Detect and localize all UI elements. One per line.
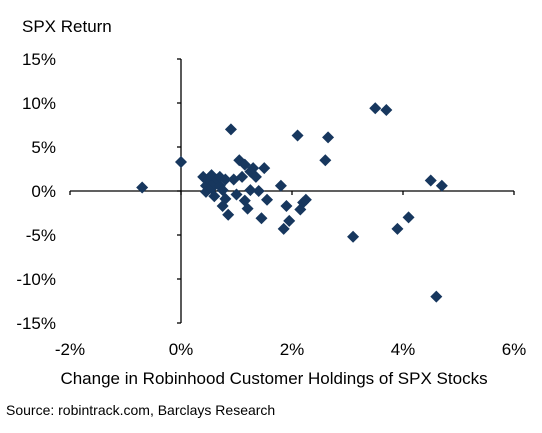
data-point [291, 129, 304, 142]
data-point [216, 184, 229, 197]
data-point [402, 211, 415, 224]
data-point [136, 181, 149, 194]
data-point [255, 212, 268, 225]
axis-tick-marks [69, 58, 515, 324]
data-point [283, 214, 296, 227]
data-point [236, 170, 249, 183]
y-tick-label: 10% [22, 94, 56, 113]
data-point [241, 202, 254, 215]
data-point [247, 162, 260, 175]
data-point [435, 179, 448, 192]
x-tick-labels: -2% 0% 2% 4% 6% [55, 340, 526, 359]
data-point [369, 102, 382, 115]
x-axis-title: Change in Robinhood Customer Holdings of… [60, 369, 487, 388]
data-point [219, 192, 232, 205]
x-tick-label: 6% [502, 340, 527, 359]
data-point [280, 199, 293, 212]
data-point [347, 230, 360, 243]
data-points [136, 102, 448, 303]
data-point [230, 188, 243, 201]
x-tick-label: -2% [55, 340, 85, 359]
y-tick-label: 5% [31, 138, 56, 157]
data-point [249, 170, 262, 183]
data-point [222, 208, 235, 221]
data-point [219, 173, 232, 186]
y-axis-title: SPX Return [22, 17, 112, 36]
x-tick-label: 4% [391, 340, 416, 359]
data-point [224, 123, 237, 136]
data-point [424, 174, 437, 187]
data-point [261, 193, 274, 206]
data-point [322, 131, 335, 144]
data-point [380, 104, 393, 117]
x-tick-label: 2% [280, 340, 305, 359]
data-point [274, 179, 287, 192]
data-point [277, 222, 290, 235]
data-point [252, 185, 265, 197]
data-point [208, 190, 221, 203]
y-tick-label: 0% [31, 182, 56, 201]
data-point [391, 222, 404, 235]
data-point [244, 184, 257, 197]
y-tick-label: 15% [22, 50, 56, 69]
y-tick-label: -5% [26, 226, 56, 245]
y-tick-label: -10% [16, 270, 56, 289]
x-tick-label: 0% [169, 340, 194, 359]
data-point [258, 162, 271, 175]
y-tick-labels: 15% 10% 5% 0% -5% -10% -15% [16, 50, 56, 333]
data-point [319, 154, 332, 167]
y-tick-label: -15% [16, 314, 56, 333]
data-point [299, 193, 312, 206]
data-point [175, 155, 187, 168]
data-point [430, 290, 443, 303]
source-note: Source: robintrack.com, Barclays Researc… [6, 402, 275, 418]
